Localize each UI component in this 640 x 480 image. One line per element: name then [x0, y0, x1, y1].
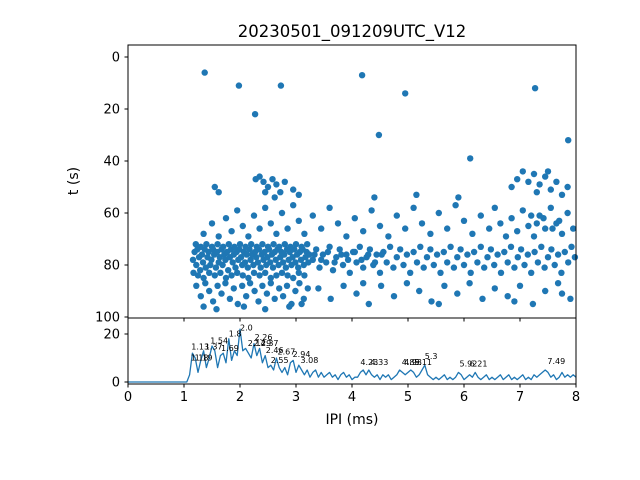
scatter-points — [189, 69, 579, 313]
svg-text:7: 7 — [516, 390, 524, 405]
svg-text:1.37: 1.37 — [205, 343, 223, 352]
svg-text:1.19: 1.19 — [195, 353, 213, 362]
svg-text:6.21: 6.21 — [470, 359, 488, 368]
svg-text:2.37: 2.37 — [261, 339, 279, 348]
svg-text:2.67: 2.67 — [278, 347, 296, 356]
svg-text:2.14: 2.14 — [248, 339, 266, 348]
svg-text:0: 0 — [124, 390, 132, 405]
svg-text:5.3: 5.3 — [425, 352, 438, 361]
svg-text:2.26: 2.26 — [255, 333, 273, 342]
histogram-y-ticks: 0 20 — [103, 328, 128, 391]
histogram-x-ticks: 0 1 2 3 4 5 6 7 8 — [124, 384, 580, 405]
scatter-y-ticks: 0 20 40 60 80 100 — [95, 51, 128, 326]
svg-text:4.93: 4.93 — [404, 358, 422, 367]
y-axis-label: t (s) — [66, 167, 82, 195]
svg-text:1.18: 1.18 — [191, 353, 209, 362]
svg-text:40: 40 — [103, 155, 120, 170]
svg-text:0: 0 — [112, 376, 120, 391]
svg-text:2.29: 2.29 — [253, 339, 271, 348]
scatter-axes-frame — [127, 44, 577, 319]
svg-text:2.0: 2.0 — [240, 323, 253, 332]
chart-title: 20230501_091209UTC_V12 — [238, 22, 466, 42]
svg-text:1.69: 1.69 — [221, 344, 239, 353]
svg-text:20: 20 — [103, 328, 120, 343]
svg-text:1.8: 1.8 — [229, 329, 242, 338]
svg-text:80: 80 — [103, 259, 120, 274]
svg-text:1: 1 — [180, 390, 188, 405]
svg-text:4.33: 4.33 — [371, 358, 389, 367]
svg-text:4: 4 — [348, 390, 356, 405]
scatter-x-ticks — [127, 318, 577, 322]
svg-text:2.55: 2.55 — [271, 356, 289, 365]
svg-text:4.23: 4.23 — [360, 358, 378, 367]
svg-text:1.54: 1.54 — [210, 337, 228, 346]
svg-text:0: 0 — [112, 51, 120, 66]
x-axis-label: IPI (ms) — [325, 412, 378, 428]
svg-text:5.92: 5.92 — [460, 359, 478, 368]
svg-text:3: 3 — [292, 390, 300, 405]
peak-annotations: 1.181.191.131.371.541.691.82.02.142.292.… — [191, 323, 566, 368]
svg-text:2.94: 2.94 — [293, 350, 311, 359]
svg-text:2: 2 — [236, 390, 244, 405]
svg-text:4.89: 4.89 — [402, 358, 420, 367]
svg-text:5.11: 5.11 — [414, 358, 432, 367]
svg-text:7.49: 7.49 — [547, 357, 565, 366]
svg-text:8: 8 — [572, 390, 580, 405]
svg-text:100: 100 — [95, 311, 120, 326]
svg-text:1.13: 1.13 — [191, 343, 209, 352]
svg-text:5: 5 — [404, 390, 412, 405]
svg-text:6: 6 — [460, 390, 468, 405]
svg-text:20: 20 — [103, 103, 120, 118]
histogram-line — [128, 328, 577, 383]
scatter-subplot: 0 20 40 60 80 100 — [95, 44, 579, 326]
histogram-subplot: 0 20 0 1 2 3 4 5 6 7 8 1.181.191.131.371.541.69 1.… — [103, 317, 580, 405]
svg-text:60: 60 — [103, 207, 120, 222]
svg-text:2.46: 2.46 — [266, 346, 284, 355]
svg-text:3.08: 3.08 — [301, 356, 319, 365]
